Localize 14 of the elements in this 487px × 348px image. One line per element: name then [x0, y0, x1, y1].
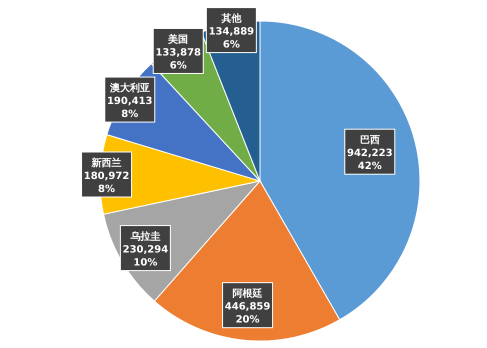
slice-label: 乌拉圭 — [129, 230, 160, 243]
slice-label: 澳大利亚 — [108, 82, 150, 94]
data-label: 190,413 8% — [106, 96, 153, 120]
data-label: 446,859 20% — [224, 302, 270, 326]
data-label: 133,878 6% — [155, 47, 202, 72]
data-label: 230,294 10% — [122, 244, 168, 269]
slice-label: 美国 — [167, 33, 188, 46]
data-label: 942,223 42% — [346, 148, 393, 172]
data-label: 180,972 8% — [84, 171, 130, 196]
slice-label: 巴西 — [360, 135, 380, 146]
data-label: 134,889 6% — [208, 26, 254, 51]
slice-label: 其他 — [220, 12, 242, 25]
slice-label: 新西兰 — [90, 157, 122, 170]
slice-label: 阿根廷 — [232, 288, 263, 300]
